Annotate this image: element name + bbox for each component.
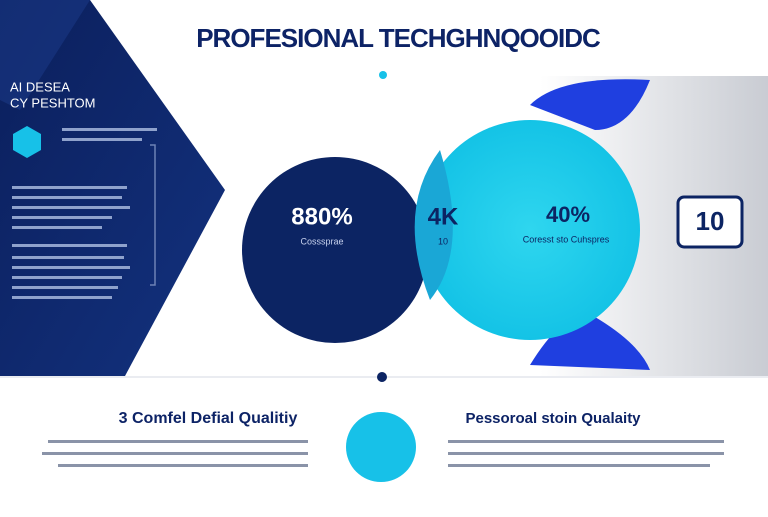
left-panel-shade [0,0,90,110]
stat-label: Cosssprae [300,236,343,246]
sidebar-heading: AI DESEA [10,79,70,94]
stat-label: Coresst sto Cuhspres [523,234,610,244]
bracket [150,144,156,286]
stat-value: 880% [291,203,352,230]
stat-value: 4K [428,203,459,230]
accent-top [530,79,650,130]
title: PROFESIONAL TECHGHNQOOIDC [196,23,601,53]
dot [379,71,387,79]
badge-value: 10 [696,206,725,236]
circle-cyan [420,120,640,340]
hexagon-icon [13,126,41,158]
section-text-lines [42,440,724,467]
sidebar-heading: CY PESHTOM [10,95,95,110]
section-title: Pessoroal stoin Qualaity [465,410,641,427]
bottom-circle [346,412,416,482]
stat-value: 40% [546,202,590,227]
sidebar-text-lines [12,128,157,299]
stat-label: 10 [438,236,448,246]
circle-navy [242,157,428,343]
section-title: 3 Comfel Defial Qualitiy [119,410,298,427]
divider-dot [377,372,387,382]
badge [676,195,744,249]
circle-overlap [414,150,453,300]
